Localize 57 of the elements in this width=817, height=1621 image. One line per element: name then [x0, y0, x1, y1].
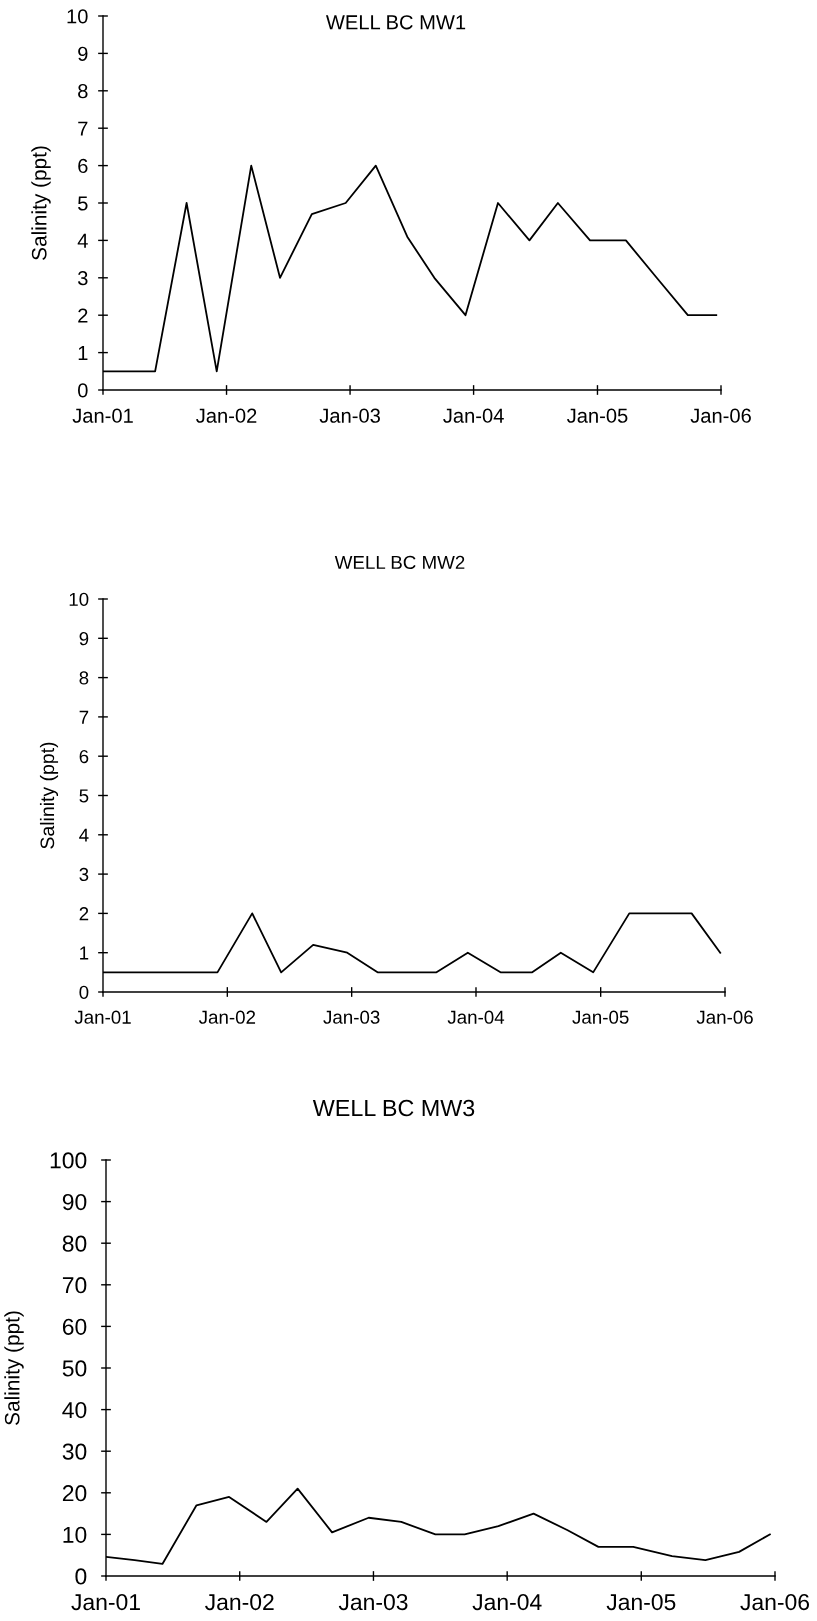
- x-tick-label: Jan-06: [740, 1593, 810, 1611]
- y-tick-label: 8: [79, 671, 89, 685]
- x-tick-label: Jan-05: [606, 1593, 676, 1611]
- x-tick-label: Jan-05: [572, 1010, 629, 1024]
- y-tick-label: 4: [77, 233, 88, 248]
- y-tick-label: 5: [78, 196, 88, 211]
- y-tick-label: 3: [77, 271, 88, 286]
- chart-title: WELL BC MW1: [325, 15, 466, 30]
- x-tick-label: Jan-04: [472, 1593, 542, 1611]
- y-tick-label: 3: [79, 867, 89, 882]
- x-tick-label: Jan-04: [443, 408, 504, 423]
- x-tick-label: Jan-04: [447, 1010, 505, 1024]
- y-tick-label: 9: [78, 46, 88, 61]
- y-tick-label: 10: [69, 592, 89, 606]
- y-tick-label: 2: [79, 907, 89, 921]
- y-tick-label: 1: [80, 946, 89, 960]
- y-tick-label: 0: [75, 1568, 87, 1585]
- y-tick-label: 5: [79, 789, 89, 803]
- y-axis-title: Salinity (ppt): [4, 1311, 24, 1425]
- y-tick-label: 8: [78, 84, 88, 99]
- y-tick-label: 1: [78, 346, 88, 360]
- y-tick-label: 20: [62, 1485, 87, 1502]
- x-tick-label: Jan-03: [338, 1593, 408, 1611]
- y-tick-label: 40: [62, 1401, 87, 1419]
- y-tick-label: 9: [79, 632, 89, 646]
- y-tick-label: 90: [62, 1193, 87, 1211]
- y-tick-label: 70: [62, 1277, 87, 1294]
- y-tick-label: 6: [79, 749, 89, 764]
- y-tick-label: 2: [78, 308, 88, 323]
- y-tick-label: 0: [79, 985, 89, 999]
- y-tick-label: 30: [62, 1443, 87, 1460]
- x-tick-label: Jan-05: [567, 408, 628, 423]
- x-tick-label: Jan-03: [323, 1010, 380, 1024]
- y-tick-label: 80: [62, 1235, 87, 1252]
- x-tick-label: Jan-01: [72, 408, 133, 423]
- x-tick-label: Jan-06: [690, 408, 751, 423]
- y-tick-label: 4: [79, 828, 89, 842]
- y-tick-label: 7: [79, 710, 89, 724]
- y-tick-label: 6: [78, 158, 88, 174]
- x-tick-label: Jan-02: [205, 1593, 274, 1611]
- chart-title: WELL BC MW2: [334, 555, 465, 570]
- x-tick-label: Jan-02: [196, 408, 257, 423]
- y-tick-label: 7: [78, 121, 88, 136]
- x-tick-label: Jan-06: [696, 1010, 753, 1024]
- x-tick-label: Jan-01: [71, 1593, 140, 1611]
- x-tick-label: Jan-02: [198, 1010, 256, 1024]
- chart-title: WELL BC MW3: [312, 1099, 475, 1117]
- y-tick-label: 10: [63, 1526, 87, 1543]
- y-tick-label: 50: [62, 1360, 87, 1377]
- y-tick-label: 0: [78, 383, 88, 398]
- y-tick-label: 10: [67, 9, 88, 24]
- y-tick-label: 100: [50, 1152, 87, 1169]
- y-axis-title: Salinity (ppt): [31, 146, 51, 260]
- x-tick-label: Jan-01: [74, 1010, 131, 1024]
- y-axis-title: Salinity (ppt): [39, 742, 59, 849]
- x-tick-label: Jan-03: [319, 408, 380, 423]
- y-tick-label: 60: [62, 1318, 87, 1335]
